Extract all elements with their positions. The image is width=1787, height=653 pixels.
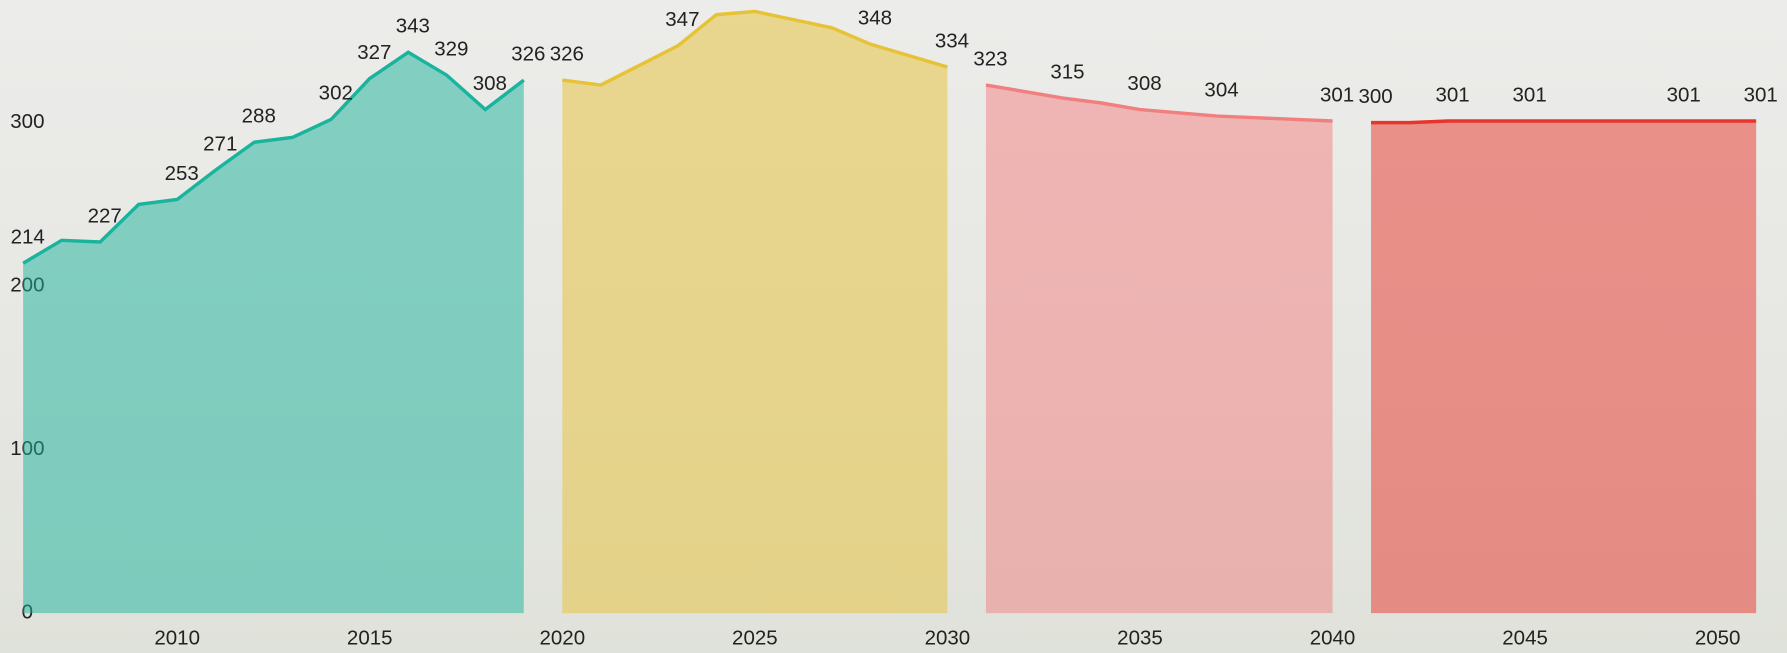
x-tick-label: 2045 <box>1502 627 1548 650</box>
data-label: 301 <box>1436 83 1470 106</box>
x-tick-label: 2025 <box>732 627 778 650</box>
x-tick-label: 2035 <box>1117 627 1163 650</box>
line <box>1371 119 1757 125</box>
data-label: 288 <box>242 105 276 128</box>
data-label: 315 <box>1050 60 1084 83</box>
x-tick-label: 2040 <box>1310 627 1356 650</box>
data-label: 326 <box>511 42 545 65</box>
x-tick-label: 2020 <box>539 627 585 650</box>
data-label: 301 <box>1744 83 1778 106</box>
x-tick-label: 2015 <box>347 627 393 650</box>
area <box>1371 120 1757 614</box>
data-label: 301 <box>1320 83 1354 106</box>
line <box>22 50 525 265</box>
data-label: 334 <box>935 29 969 52</box>
data-label: 347 <box>665 8 699 31</box>
data-label: 348 <box>858 6 892 29</box>
data-label: 326 <box>550 42 584 65</box>
data-label: 301 <box>1513 83 1547 106</box>
data-label: 323 <box>973 47 1007 70</box>
data-label: 308 <box>473 72 507 95</box>
area <box>985 85 1333 614</box>
data-label: 329 <box>434 38 468 61</box>
data-label: 343 <box>396 15 430 38</box>
area <box>23 52 524 614</box>
data-label: 214 <box>11 226 45 249</box>
data-label: 301 <box>1667 83 1701 106</box>
data-label: 253 <box>165 162 199 185</box>
data-label: 302 <box>319 82 353 105</box>
data-label: 327 <box>357 41 391 64</box>
data-label: 300 <box>1358 85 1392 108</box>
area <box>562 11 948 614</box>
x-tick-label: 2010 <box>154 627 200 650</box>
data-label: 304 <box>1204 78 1238 101</box>
line <box>562 9 948 87</box>
y-tick-label: 300 <box>10 110 44 133</box>
x-tick-label: 2050 <box>1695 627 1741 650</box>
data-label: 227 <box>88 204 122 227</box>
x-tick-label: 2030 <box>925 627 971 650</box>
data-label: 308 <box>1127 72 1161 95</box>
data-label: 271 <box>203 132 237 155</box>
line <box>985 83 1333 123</box>
